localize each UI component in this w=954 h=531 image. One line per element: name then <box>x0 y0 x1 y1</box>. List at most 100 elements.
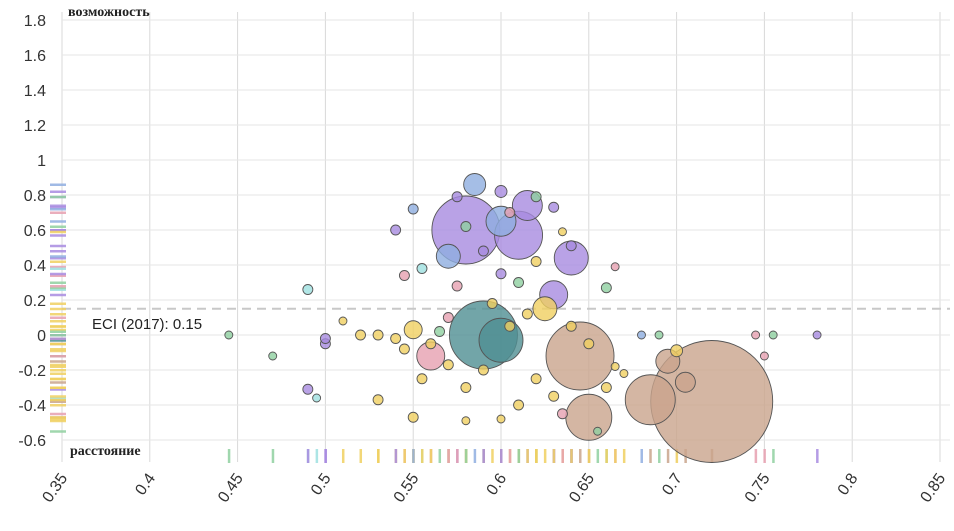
data-point[interactable] <box>565 320 577 332</box>
y-rug-mark <box>50 307 66 311</box>
data-point[interactable] <box>593 426 603 436</box>
data-point[interactable] <box>751 330 761 340</box>
data-point[interactable] <box>565 240 577 252</box>
data-point[interactable] <box>416 373 428 385</box>
data-point[interactable] <box>463 173 487 196</box>
data-point[interactable] <box>513 399 525 411</box>
data-point[interactable] <box>425 338 437 350</box>
data-point[interactable] <box>355 329 366 341</box>
data-point[interactable] <box>416 263 428 274</box>
y-rug-mark <box>50 404 66 407</box>
data-point[interactable] <box>486 298 498 309</box>
data-point[interactable] <box>600 382 612 393</box>
data-point[interactable] <box>674 371 696 393</box>
data-point[interactable] <box>390 224 402 236</box>
data-point[interactable] <box>600 282 612 294</box>
x-rug-mark <box>341 449 345 463</box>
data-point[interactable] <box>532 296 558 322</box>
x-rug-mark <box>491 449 494 463</box>
y-rug-mark <box>50 267 66 270</box>
data-point[interactable] <box>521 308 533 320</box>
data-point[interactable] <box>442 312 454 323</box>
data-point[interactable] <box>548 201 560 213</box>
data-point[interactable] <box>513 277 525 288</box>
data-point[interactable] <box>495 268 507 280</box>
data-point[interactable] <box>461 416 471 426</box>
data-point[interactable] <box>545 321 615 391</box>
data-point[interactable] <box>478 317 524 363</box>
data-point[interactable] <box>460 221 472 232</box>
data-point[interactable] <box>768 330 778 340</box>
x-tick-label: 0.85 <box>917 470 949 505</box>
y-rug-mark <box>50 355 66 358</box>
y-rug-mark <box>50 316 66 319</box>
data-point[interactable] <box>372 394 384 406</box>
data-point[interactable] <box>390 333 402 344</box>
x-rug-mark <box>447 449 450 463</box>
x-rug-mark <box>640 449 643 463</box>
data-point[interactable] <box>224 330 234 340</box>
x-rug-mark <box>552 449 556 463</box>
data-point[interactable] <box>372 329 384 341</box>
data-point[interactable] <box>654 330 664 340</box>
data-point[interactable] <box>530 256 542 267</box>
data-point[interactable] <box>565 393 613 441</box>
data-point[interactable] <box>759 351 769 361</box>
data-point[interactable] <box>504 207 516 218</box>
y-rug-mark <box>50 363 66 367</box>
data-point[interactable] <box>398 270 410 281</box>
x-tick-label: 0.75 <box>742 470 774 505</box>
data-point[interactable] <box>460 382 472 393</box>
data-point[interactable] <box>477 245 489 257</box>
data-point[interactable] <box>312 393 322 403</box>
data-point[interactable] <box>407 411 419 423</box>
x-rug-mark <box>377 449 380 463</box>
data-point[interactable] <box>504 320 516 332</box>
data-point[interactable] <box>338 316 348 326</box>
data-point[interactable] <box>435 243 461 269</box>
y-rug-mark <box>50 286 66 290</box>
data-point[interactable] <box>624 374 676 426</box>
data-point[interactable] <box>558 227 567 237</box>
x-rug-mark <box>543 449 547 463</box>
data-point[interactable] <box>637 330 646 340</box>
x-rug-mark <box>315 449 319 463</box>
data-point[interactable] <box>442 359 454 371</box>
data-point[interactable] <box>610 262 620 272</box>
data-point[interactable] <box>403 320 423 340</box>
data-point[interactable] <box>268 351 278 361</box>
data-point[interactable] <box>557 408 568 420</box>
data-point[interactable] <box>812 330 822 340</box>
y-rug-mark <box>50 398 66 402</box>
y-tick-label: 0.4 <box>24 258 46 275</box>
y-rug-mark <box>50 281 66 284</box>
x-rug-mark <box>561 449 564 463</box>
data-point[interactable] <box>530 191 542 203</box>
y-rug-mark <box>50 416 66 419</box>
data-point[interactable] <box>494 185 508 198</box>
x-rug-mark <box>579 449 582 463</box>
y-tick-label: 0 <box>37 328 46 345</box>
data-point[interactable] <box>583 338 595 350</box>
data-point[interactable] <box>398 343 410 355</box>
x-tick-label: 0.5 <box>308 470 335 498</box>
y-rug-mark <box>50 274 66 277</box>
data-point[interactable] <box>610 362 620 371</box>
data-point[interactable] <box>319 333 331 344</box>
data-point[interactable] <box>548 390 560 402</box>
x-tick-label: 0.55 <box>391 470 423 505</box>
data-point[interactable] <box>434 326 445 337</box>
data-point[interactable] <box>619 369 629 378</box>
x-rug-mark <box>429 449 433 463</box>
data-point[interactable] <box>302 284 314 295</box>
data-point[interactable] <box>670 344 684 358</box>
data-point[interactable] <box>451 191 463 203</box>
y-rug-mark <box>50 325 66 328</box>
x-tick-label: 0.65 <box>566 470 598 505</box>
data-point[interactable] <box>477 364 489 376</box>
data-point[interactable] <box>530 373 542 385</box>
data-point[interactable] <box>496 414 506 424</box>
data-point[interactable] <box>451 280 463 292</box>
data-point[interactable] <box>407 203 419 215</box>
data-point[interactable] <box>302 383 314 395</box>
